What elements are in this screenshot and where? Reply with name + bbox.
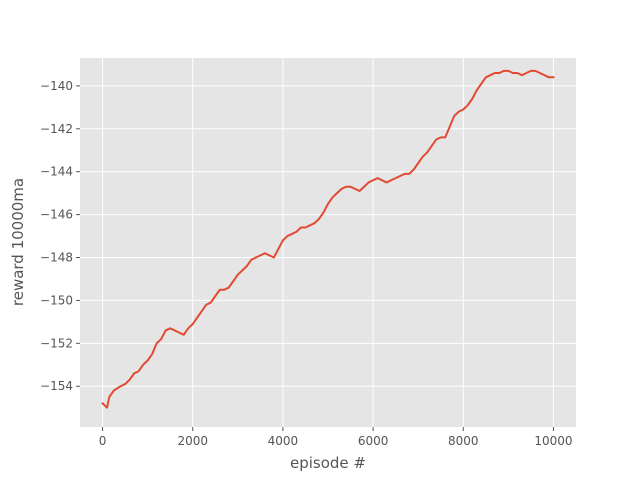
y-tick-label: −150 bbox=[40, 293, 73, 307]
x-tick-label: 6000 bbox=[358, 434, 389, 448]
y-tick-label: −154 bbox=[40, 379, 73, 393]
y-tick-label: −140 bbox=[40, 79, 73, 93]
y-tick-label: −152 bbox=[40, 336, 73, 350]
y-axis-label: reward 10000ma bbox=[9, 178, 27, 306]
series-line bbox=[101, 69, 555, 409]
y-tick-label: −146 bbox=[40, 208, 73, 222]
x-tick-label: 8000 bbox=[448, 434, 479, 448]
x-tick-label: 2000 bbox=[177, 434, 208, 448]
x-tick-label: 0 bbox=[99, 434, 107, 448]
plot-area-background bbox=[80, 58, 576, 427]
grid-lines bbox=[80, 58, 576, 427]
series-layer bbox=[101, 69, 555, 409]
y-tick-label: −144 bbox=[40, 165, 73, 179]
x-axis-label: episode # bbox=[290, 454, 366, 472]
x-axis-ticks: 0 2000 4000 6000 8000 10000 bbox=[99, 427, 573, 448]
x-tick-label: 4000 bbox=[268, 434, 299, 448]
y-axis-ticks: −154 −152 −150 −148 −146 −144 −142 −140 bbox=[40, 79, 80, 393]
y-tick-label: −148 bbox=[40, 251, 73, 265]
y-tick-label: −142 bbox=[40, 122, 73, 136]
x-tick-label: 10000 bbox=[534, 434, 572, 448]
